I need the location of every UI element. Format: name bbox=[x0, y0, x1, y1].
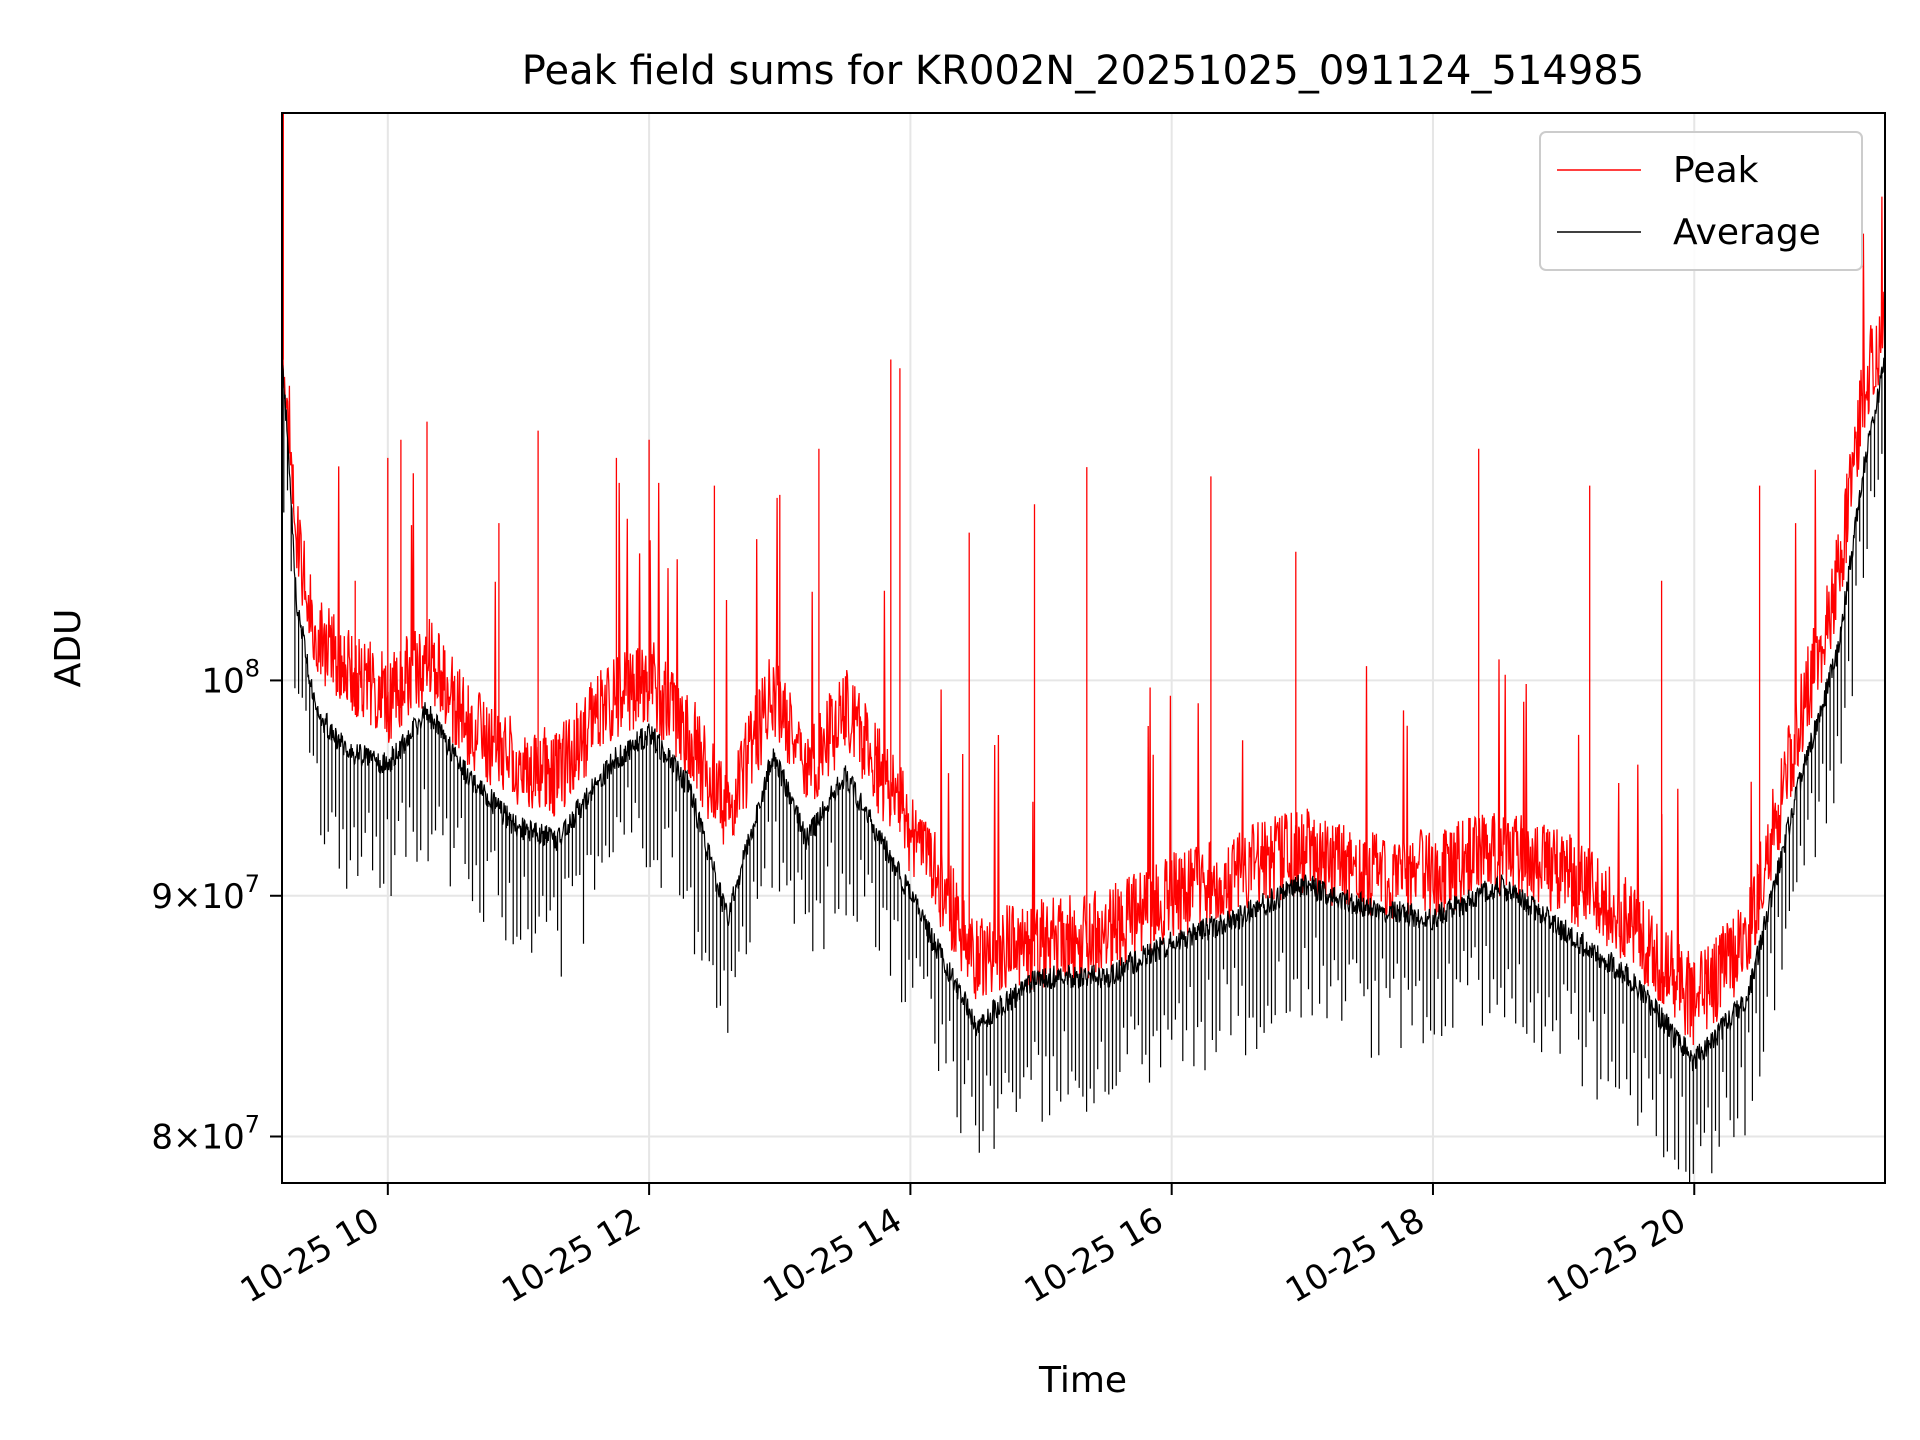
y-axis-label: ADU bbox=[48, 609, 89, 688]
y-tick-label: 108 bbox=[201, 654, 260, 701]
legend-box bbox=[1539, 131, 1863, 271]
y-axis: 8×107 9×107 108 bbox=[151, 654, 282, 1157]
legend: Peak Average bbox=[1539, 131, 1863, 271]
plot-frame bbox=[281, 112, 1886, 1184]
series-layer bbox=[282, 113, 1885, 1183]
chart-title: Peak field sums for KR002N_20251025_0911… bbox=[522, 48, 1644, 94]
x-axis-label: Time bbox=[1038, 1360, 1127, 1401]
legend-average-label: Average bbox=[1673, 212, 1821, 253]
peak-series-line bbox=[282, 113, 1885, 1046]
average-series-line bbox=[282, 357, 1885, 1183]
legend-peak-label: Peak bbox=[1673, 150, 1759, 191]
y-tick-label: 8×107 bbox=[151, 1110, 260, 1157]
y-tick-label: 9×107 bbox=[151, 870, 260, 917]
